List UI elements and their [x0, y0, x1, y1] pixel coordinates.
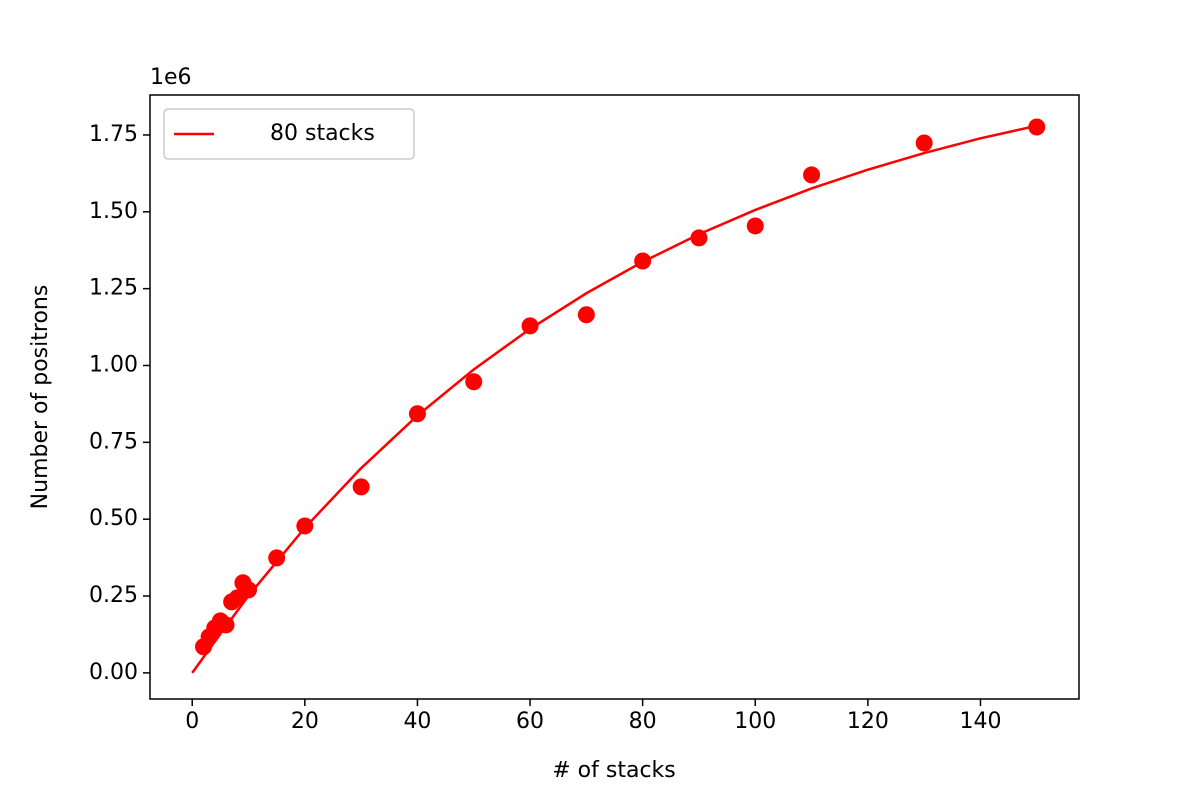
data-point: [690, 229, 708, 247]
data-point: [268, 549, 286, 567]
data-point: [577, 306, 595, 324]
y-tick-label: 1.00: [89, 352, 138, 377]
y-axis-label: Number of positrons: [28, 285, 53, 510]
data-point: [465, 373, 483, 391]
data-point: [240, 581, 258, 599]
data-point: [352, 478, 370, 496]
data-point: [746, 217, 764, 235]
data-point: [915, 134, 933, 152]
x-tick-label: 140: [959, 709, 1001, 734]
plot-frame: [149, 94, 1080, 700]
data-point: [217, 616, 235, 634]
y-tick-label: 1.25: [89, 276, 138, 301]
data-point: [1028, 118, 1046, 136]
x-tick-label: 0: [185, 709, 199, 734]
y-offset-label: 1e6: [150, 65, 192, 90]
legend-label: 80 stacks: [270, 121, 375, 146]
data-point: [296, 517, 314, 535]
x-tick-label: 100: [734, 709, 776, 734]
x-tick-label: 20: [291, 709, 319, 734]
fit-line: [191, 124, 1038, 674]
legend-box: [163, 108, 415, 160]
data-point: [408, 405, 426, 423]
x-axis-label: # of stacks: [552, 758, 676, 783]
y-tick-label: 0.00: [89, 660, 138, 685]
y-tick-label: 0.50: [89, 506, 138, 531]
y-tick-label: 1.75: [89, 122, 138, 147]
x-tick-label: 40: [403, 709, 431, 734]
data-point: [803, 166, 821, 184]
y-tick-label: 0.25: [89, 583, 138, 608]
data-point: [634, 252, 652, 270]
y-tick-label: 1.50: [89, 199, 138, 224]
x-tick-label: 60: [516, 709, 544, 734]
x-tick-label: 80: [629, 709, 657, 734]
y-tick-label: 0.75: [89, 429, 138, 454]
x-tick-label: 120: [847, 709, 889, 734]
data-point: [521, 317, 539, 335]
